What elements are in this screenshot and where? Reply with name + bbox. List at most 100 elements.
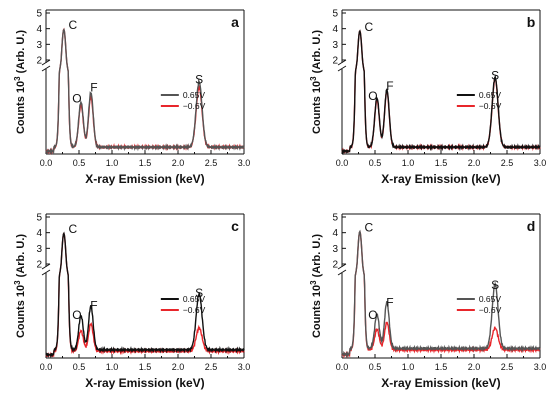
y-tick-label: 4 — [332, 228, 338, 239]
x-tick-label: 2.0 — [468, 158, 481, 168]
peak-label: C — [364, 20, 373, 34]
panel-d: 0.0 0.5 1.0 1.5 2.0 2.5 3.0 2 3 4 5 Counts 103 (Arb… — [309, 213, 547, 391]
x-tick-label: 3.0 — [238, 362, 251, 372]
x-tick-label: 2.0 — [172, 362, 185, 372]
x-axis-label: X-ray Emission (keV) — [381, 172, 500, 186]
y-tick-label: 4 — [36, 228, 42, 239]
x-tick-label: 3.0 — [534, 158, 547, 168]
peak-label: O — [72, 308, 81, 322]
x-tick-label: 1.0 — [402, 158, 415, 168]
x-tick-label: 0.0 — [336, 158, 349, 168]
x-tick-label: 1.5 — [139, 158, 152, 168]
y-tick-label: 4 — [332, 24, 338, 35]
y-tick-label: 5 — [332, 213, 338, 224]
x-tick-label: 2.5 — [501, 362, 514, 372]
axis-break-mark — [41, 65, 51, 72]
x-tick-label: 1.5 — [435, 362, 448, 372]
series-line — [341, 230, 541, 359]
panel-label: a — [231, 14, 239, 30]
x-tick-label: 2.0 — [468, 362, 481, 372]
peak-label: S — [491, 68, 499, 82]
x-tick-label: 3.0 — [238, 158, 251, 168]
legend-label: 0.65V — [479, 90, 502, 100]
y-tick-label: 5 — [36, 9, 42, 20]
peak-label: F — [90, 298, 97, 312]
peak-label: O — [72, 92, 81, 106]
panel-a: 0.0 0.5 1.0 1.5 2.0 2.5 3.0 2 3 4 5 Counts 103 (Arb… — [13, 9, 251, 187]
x-tick-label: 0.5 — [73, 362, 86, 372]
peak-label: O — [368, 308, 377, 322]
peak-label: F — [386, 79, 393, 93]
x-tick-label: 1.0 — [106, 158, 119, 168]
x-axis-label: X-ray Emission (keV) — [381, 376, 500, 390]
x-axis-label: X-ray Emission (keV) — [85, 172, 204, 186]
peak-label: F — [90, 81, 97, 95]
series-line — [45, 27, 245, 156]
axis-break-mark — [337, 59, 347, 66]
y-tick-label: 3 — [332, 40, 338, 51]
legend-label: −0.6V — [183, 101, 206, 111]
x-tick-label: 0.0 — [40, 362, 53, 372]
x-tick-label: 0.5 — [73, 158, 86, 168]
panel-label: b — [527, 14, 536, 30]
y-tick-label: 4 — [36, 24, 42, 35]
legend-label: 0.65V — [183, 294, 206, 304]
legend-label: 0.65V — [183, 90, 206, 100]
y-axis-label: Counts 103 (Arb. U.) — [13, 234, 28, 338]
x-tick-label: 1.0 — [106, 362, 119, 372]
peak-label: S — [195, 72, 203, 86]
series-line — [341, 229, 541, 359]
peak-label: S — [195, 286, 203, 300]
peak-label: C — [364, 221, 373, 235]
panel-label: c — [231, 218, 239, 234]
x-tick-label: 2.5 — [205, 158, 218, 168]
series-line — [45, 231, 245, 358]
panel-c: 0.0 0.5 1.0 1.5 2.0 2.5 3.0 2 3 4 5 Counts 103 (Arb… — [13, 213, 251, 391]
y-tick-label: 5 — [36, 213, 42, 224]
y-axis-label: Counts 103 (Arb. U.) — [309, 234, 324, 338]
x-tick-label: 3.0 — [534, 362, 547, 372]
series-line — [45, 231, 245, 359]
legend-label: −0.6V — [183, 305, 206, 315]
x-axis-label: X-ray Emission (keV) — [85, 376, 204, 390]
peak-label: O — [368, 89, 377, 103]
x-tick-label: 0.0 — [336, 362, 349, 372]
x-tick-label: 2.5 — [501, 158, 514, 168]
y-axis-label: Counts 103 (Arb. U.) — [309, 30, 324, 134]
y-axis-label: Counts 103 (Arb. U.) — [13, 30, 28, 134]
x-tick-label: 2.0 — [172, 158, 185, 168]
panel-label: d — [527, 218, 536, 234]
x-tick-label: 0.5 — [369, 362, 382, 372]
panel-b: 0.0 0.5 1.0 1.5 2.0 2.5 3.0 2 3 4 5 Counts 103 (Arb… — [309, 9, 547, 187]
axis-break-mark — [337, 65, 347, 72]
peak-label: S — [491, 278, 499, 292]
x-tick-label: 1.0 — [402, 362, 415, 372]
axis-break-mark — [41, 269, 51, 276]
y-tick-label: 3 — [36, 40, 42, 51]
peak-label: C — [68, 18, 77, 32]
axis-break-mark — [41, 263, 51, 270]
series-line — [341, 29, 541, 156]
y-tick-label: 2 — [332, 260, 338, 271]
peak-label: F — [386, 296, 393, 310]
x-tick-label: 1.5 — [139, 362, 152, 372]
y-tick-label: 2 — [36, 260, 42, 271]
x-tick-label: 1.5 — [435, 158, 448, 168]
axis-break-mark — [337, 263, 347, 270]
axis-break-mark — [337, 269, 347, 276]
axis-break-mark — [41, 59, 51, 66]
x-tick-label: 0.5 — [369, 158, 382, 168]
y-tick-label: 2 — [36, 56, 42, 67]
y-tick-label: 2 — [332, 56, 338, 67]
x-tick-label: 0.0 — [40, 158, 53, 168]
y-tick-label: 5 — [332, 9, 338, 20]
legend-label: 0.65V — [479, 294, 502, 304]
y-tick-label: 3 — [332, 244, 338, 255]
y-tick-label: 3 — [36, 244, 42, 255]
peak-label: C — [68, 222, 77, 236]
legend-label: −0.6V — [479, 305, 502, 315]
x-tick-label: 2.5 — [205, 362, 218, 372]
legend-label: −0.6V — [479, 101, 502, 111]
